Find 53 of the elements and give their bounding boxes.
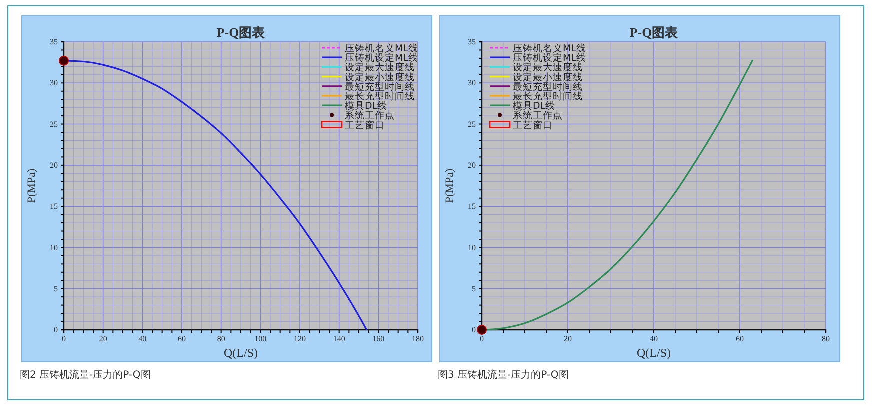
x-tick-label: 0 xyxy=(480,334,484,344)
y-tick-label: 25 xyxy=(468,120,476,129)
legend-label: 最短充型时间线 xyxy=(345,80,415,93)
y-tick-label: 0 xyxy=(54,326,58,335)
x-tick-label: 0 xyxy=(62,334,66,344)
x-axis-title: Q(L/S) xyxy=(637,346,671,360)
y-tick-label: 15 xyxy=(50,202,58,212)
y-axis-title: P(MPa) xyxy=(444,168,456,204)
x-tick-label: 20 xyxy=(564,334,572,344)
legend-label: 设定最小速度线 xyxy=(513,71,583,84)
x-tick-label: 100 xyxy=(254,334,267,344)
legend-label: 压铸机名义ML线 xyxy=(513,42,586,54)
x-tick-label: 140 xyxy=(333,334,346,344)
legend-label: 压铸机名义ML线 xyxy=(345,42,418,54)
y-tick-label: 20 xyxy=(468,160,476,170)
y-tick-label: 30 xyxy=(468,78,476,88)
x-tick-label: 80 xyxy=(217,334,226,344)
x-tick-label: 120 xyxy=(294,334,306,344)
caption: 图3 压铸机流量-压力的P-Q图 xyxy=(438,369,569,381)
x-axis-title: Q(L/S) xyxy=(224,346,258,360)
x-tick-label: 60 xyxy=(178,334,186,344)
caption: 图2 压铸机流量-压力的P-Q图 xyxy=(20,369,151,381)
legend-label: 最短充型时间线 xyxy=(513,80,583,93)
y-tick-label: 5 xyxy=(54,284,58,294)
legend-label: 最长充型时间线 xyxy=(345,90,415,102)
x-tick-label: 40 xyxy=(650,334,658,344)
legend-label: 设定最小速度线 xyxy=(345,71,415,84)
y-tick-label: 25 xyxy=(50,120,58,129)
y-tick-label: 35 xyxy=(50,38,58,47)
legend-label: 工艺窗口 xyxy=(513,119,553,132)
x-tick-label: 60 xyxy=(736,334,744,344)
chart-title: P-Q图表 xyxy=(630,25,680,40)
y-tick-label: 5 xyxy=(472,284,476,294)
x-tick-label: 20 xyxy=(99,334,108,344)
x-tick-label: 160 xyxy=(372,334,385,344)
legend-label: 工艺窗口 xyxy=(345,119,385,132)
y-axis-title: P(MPa) xyxy=(26,168,38,204)
y-tick-label: 15 xyxy=(468,202,476,212)
legend-label: 设定最大速度线 xyxy=(513,62,583,74)
legend-label: 设定最大速度线 xyxy=(345,62,415,74)
y-tick-label: 10 xyxy=(468,243,476,252)
legend-label: 系统工作点 xyxy=(513,110,563,122)
y-tick-label: 30 xyxy=(50,78,58,88)
x-tick-label: 40 xyxy=(138,334,147,344)
y-tick-label: 10 xyxy=(50,243,58,252)
y-tick-label: 35 xyxy=(468,38,476,47)
x-tick-label: 80 xyxy=(822,334,830,344)
legend-label: 系统工作点 xyxy=(345,110,395,122)
y-tick-label: 0 xyxy=(472,326,476,335)
y-tick-label: 20 xyxy=(50,160,58,170)
chart-title: P-Q图表 xyxy=(216,25,266,40)
x-tick-label: 180 xyxy=(412,334,424,344)
legend-label: 最长充型时间线 xyxy=(513,90,583,102)
